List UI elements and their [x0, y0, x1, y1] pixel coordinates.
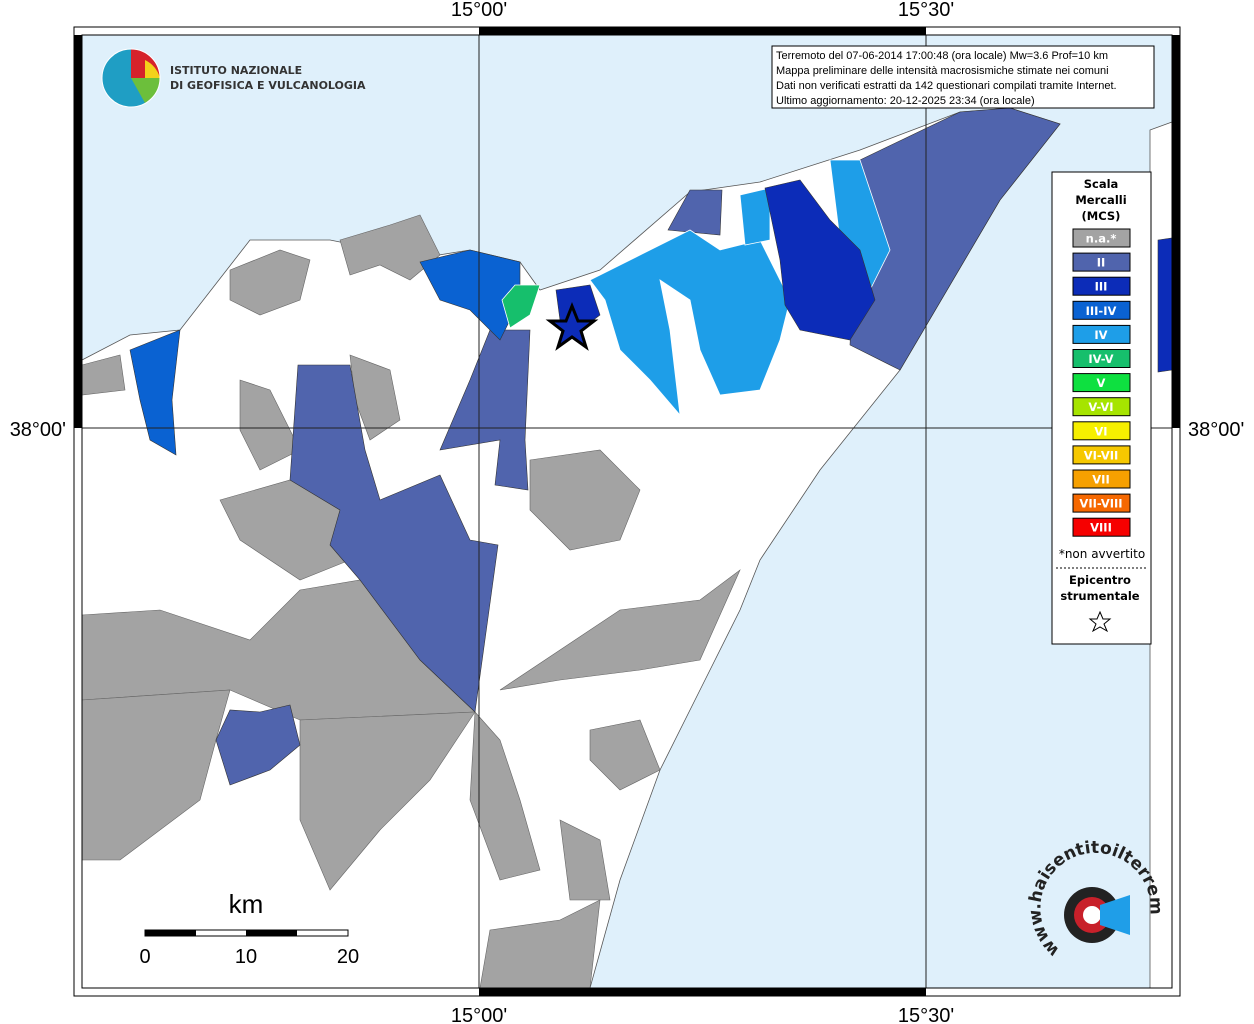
legend-label: VII	[1092, 473, 1109, 487]
info-line: Terremoto del 07-06-2014 17:00:48 (ora l…	[776, 50, 1108, 62]
legend-label: IV	[1094, 328, 1107, 342]
map-frame	[73, 26, 1181, 997]
legend-label: II	[1097, 256, 1106, 270]
legend-swatch	[1072, 517, 1131, 537]
lon-label: 15°30'	[898, 0, 954, 21]
legend-label: V	[1097, 376, 1106, 390]
legend-swatch	[1072, 445, 1131, 465]
lon-label: 15°30'	[898, 1005, 954, 1024]
legend-label: VII-VIII	[1079, 497, 1122, 511]
logo-text: DI GEOFISICA E VULCANOLOGIA	[170, 79, 366, 92]
legend-epicenter: strumentale	[1060, 589, 1139, 603]
info-box	[771, 45, 1155, 109]
legend-title: Mercalli	[1075, 193, 1126, 207]
legend-epicenter: Epicentro	[1069, 573, 1131, 587]
scale-unit: km	[229, 889, 264, 919]
legend-title: (MCS)	[1082, 209, 1121, 223]
legend-swatch	[1072, 324, 1131, 344]
info-lines: Terremoto del 07-06-2014 17:00:48 (ora l…	[776, 50, 1117, 107]
info-line: Dati non verificati estratti da 142 ques…	[776, 80, 1117, 92]
legend-swatch	[1072, 373, 1131, 393]
legend-label: IV-V	[1088, 352, 1113, 366]
legend-label: VIII	[1090, 521, 1112, 535]
lat-label: 38°00'	[10, 419, 66, 441]
legend-title: Scala	[1084, 177, 1119, 191]
ingv-logo: ISTITUTO NAZIONALE DI GEOFISICA E VULCAN…	[101, 48, 366, 108]
logo-text: ISTITUTO NAZIONALE	[170, 64, 302, 77]
lat-label: 38°00'	[1188, 419, 1244, 441]
legend: ScalaMercalli(MCS)n.a.*IIIIIIII-IVIVIV-V…	[1059, 177, 1145, 603]
legend-label: III	[1095, 280, 1108, 294]
legend-swatch	[1072, 421, 1131, 441]
scale-label: 0	[139, 946, 150, 968]
legend-swatch	[1072, 469, 1131, 489]
legend-label: III-IV	[1086, 304, 1117, 318]
legend-swatch	[1072, 252, 1131, 272]
municipalities	[81, 107, 1061, 989]
lon-label: 15°00'	[451, 1005, 507, 1024]
legend-label: VI-VII	[1084, 448, 1119, 462]
legend-label: V-VI	[1088, 400, 1113, 414]
lon-label: 15°00'	[451, 0, 507, 21]
info-line: Mappa preliminare delle intensità macros…	[776, 65, 1109, 77]
legend-swatch	[1072, 276, 1131, 296]
epicenter-star	[545, 301, 599, 351]
scale-bar: km 0 10 20	[139, 889, 359, 968]
legend-swatch	[1072, 300, 1131, 320]
legend-swatch	[1072, 493, 1131, 513]
legend-swatch	[1072, 349, 1131, 368]
info-line: Ultimo aggiornamento: 20-12-2025 23:34 (…	[776, 95, 1035, 107]
legend-swatch	[1072, 397, 1131, 417]
legend-note: *non avvertito	[1059, 547, 1145, 561]
scale-label: 10	[235, 946, 257, 968]
legend-label: VI	[1094, 424, 1107, 438]
calabria-area	[1157, 237, 1173, 373]
legend-star	[1088, 610, 1112, 633]
legend-swatch	[1072, 228, 1131, 248]
scale-label: 20	[337, 946, 359, 968]
legend-label: n.a.*	[1086, 232, 1117, 246]
